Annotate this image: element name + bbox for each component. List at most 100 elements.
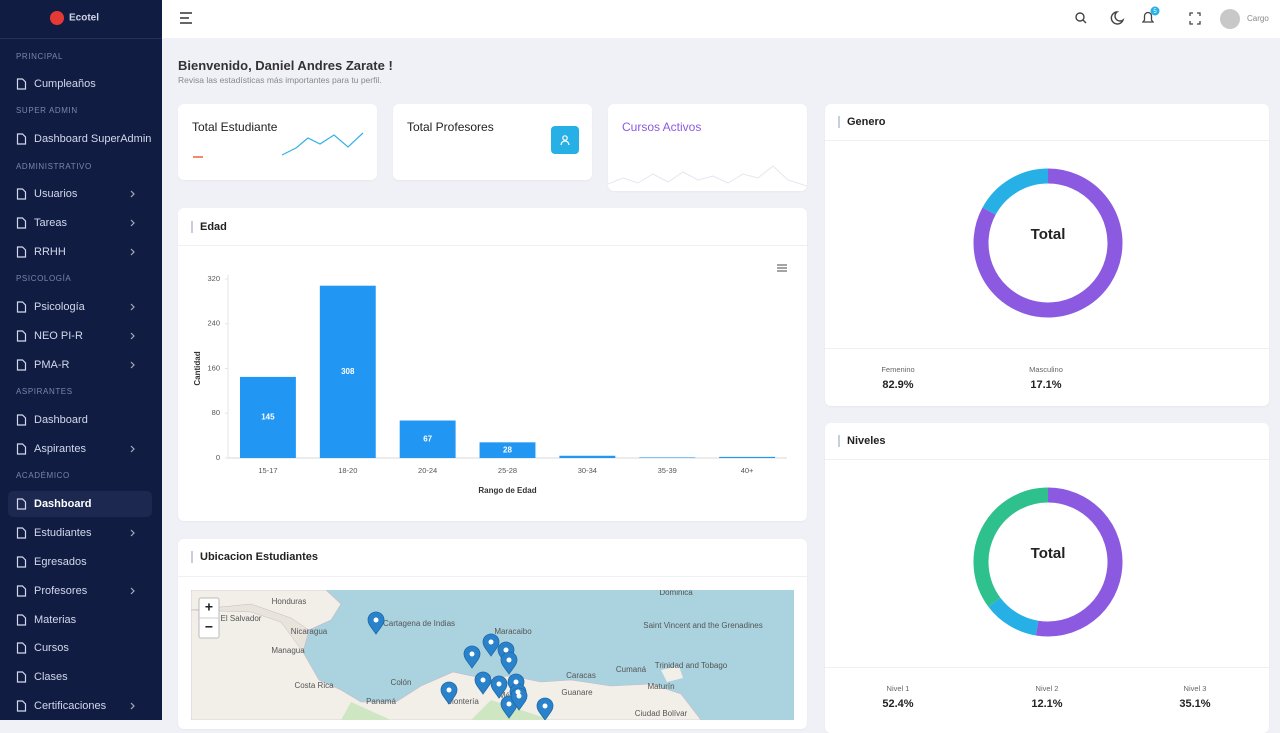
menu-icon [16,585,27,597]
menu-item[interactable]: Dashboard SuperAdmin [8,126,152,152]
theme-toggle[interactable] [1110,11,1125,25]
legend-value: 12.1% [1031,698,1062,710]
chevron [130,702,135,710]
menu-item[interactable]: Aspirantes [8,436,152,462]
zoom-out[interactable]: − [205,619,213,635]
fullscreen-button[interactable] [1189,12,1201,25]
menu-item[interactable]: Certificaciones [8,693,152,719]
menu-item[interactable]: Profesores [8,578,152,604]
section-title: ASPIRANTES [16,387,73,396]
menu-item[interactable]: RRHH [8,239,152,265]
genero-panel: Genero Total Femenino 82.9% Masculino 17.1% [825,104,1269,406]
menu-label: RRHH [34,246,66,258]
map-place-label: Honduras [272,597,307,606]
menu-label: Egresados [34,556,87,568]
ubicacion-panel: Ubicacion Estudiantes Honduras El Salvado… [178,539,807,729]
map[interactable]: Honduras El Salvador Nicaragua Managua Costa… [191,590,794,720]
x-tick-label: 18-20 [338,466,357,475]
menu-item[interactable]: Clases [8,664,152,690]
map-marker-dot [480,677,486,683]
map-marker[interactable] [482,633,500,657]
menu-item[interactable]: Cumpleaños [8,71,152,97]
map-place-label: Cumaná [616,665,647,674]
chevron [130,529,135,537]
x-tick-label: 20-24 [418,466,437,475]
map-marker[interactable] [474,671,492,695]
card-title: Total Profesores [407,120,494,134]
bar [319,285,376,458]
map-marker[interactable] [500,651,518,675]
menu-icon [16,700,27,712]
menu-item[interactable]: NEO PI-R [8,323,152,349]
menu-item[interactable]: Materias [8,607,152,633]
donut-segment [973,487,1049,607]
map-marker-dot [506,701,512,707]
map-marker[interactable] [510,687,528,711]
legend-label: Nivel 1 [887,684,910,693]
menu-label: Dashboard SuperAdmin [34,133,152,145]
menu-icon [16,527,27,539]
map-marker-dot [488,639,494,645]
map-place-label: Cartagena de Indias [383,619,455,628]
welcome-subtitle: Revisa las estadísticas más importantes … [178,75,382,85]
menu-item[interactable]: Usuarios [8,181,152,207]
menu-item[interactable]: Cursos [8,635,152,661]
section-title: PRINCIPAL [16,52,64,61]
menu-item[interactable]: Estudiantes [8,520,152,546]
map-place-label: Managua [271,646,305,655]
divider [178,245,807,246]
card-title: Cursos Activos [622,120,702,134]
legend-value: 82.9% [882,379,913,391]
menu-item[interactable]: Tareas [8,210,152,236]
logo[interactable]: Ecotel [0,0,162,39]
menu-label: Clases [34,671,68,683]
map-place-label: Guanare [561,688,593,697]
map-marker-dot [506,657,512,663]
chart-menu[interactable] [777,264,787,272]
menu-item[interactable]: Egresados [8,549,152,575]
logo-mark: Ecotel [50,11,99,25]
menu-icon [16,78,27,90]
notifications-button[interactable]: 5 [1141,6,1160,23]
y-tick-label: 240 [207,319,220,328]
divider [825,667,1269,668]
legend-label: Masculino [1029,365,1063,374]
data-label: 308 [341,367,355,376]
menu-item[interactable]: PMA-R [8,352,152,378]
avatar[interactable] [1220,9,1240,29]
card-total-profesores: Total Profesores [393,104,592,180]
y-tick-label: 320 [207,274,220,283]
menu-toggle[interactable] [180,12,192,24]
user-role[interactable]: Cargo [1247,14,1269,23]
bar [399,420,456,458]
menu-icon [16,330,27,342]
legend-value: 35.1% [1179,698,1210,710]
map-marker[interactable] [367,611,385,635]
menu-label: Aspirantes [34,443,86,455]
donut-segment [988,597,1039,636]
map-place-label: Ciudad Bolívar [635,709,688,718]
topbar: 5 Cargo [162,0,1280,38]
menu-item[interactable]: Dashboard [8,491,152,517]
menu-item[interactable]: Dashboard [8,407,152,433]
map-marker[interactable] [536,697,554,720]
map-marker-dot [373,617,379,623]
menu-item[interactable]: Psicología [8,294,152,320]
bar [559,455,616,458]
map-marker[interactable] [490,675,508,699]
divider [825,140,1269,141]
map-marker-dot [516,693,522,699]
divider [825,348,1269,349]
map-marker[interactable] [440,681,458,705]
card-icon [551,126,579,154]
edad-panel: Edad 0 80 160 240 320 Cantidad Rango de Edad 15… [178,208,807,521]
logo-icon [50,11,64,25]
zoom-in[interactable]: + [205,599,213,615]
data-label: 28 [503,445,512,454]
bar [479,442,536,458]
notification-count: 5 [1153,9,1157,15]
search-button[interactable] [1075,12,1087,24]
niveles-chart: Total Nivel 1 52.4% Nivel 2 12.1% Nivel 3 35.1… [882,487,1211,710]
map-marker[interactable] [463,645,481,669]
